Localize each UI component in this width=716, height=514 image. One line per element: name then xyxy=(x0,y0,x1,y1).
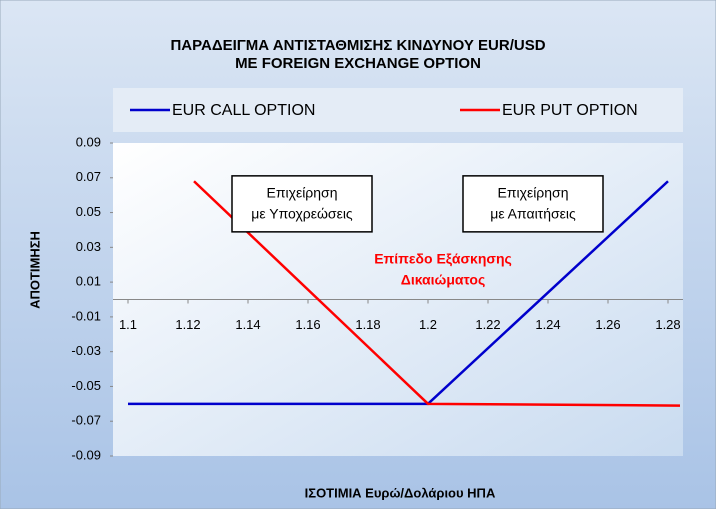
y-tick-label: -0.01 xyxy=(71,308,101,323)
x-tick-label: 1.12 xyxy=(175,317,200,332)
y-tick-label: 0.05 xyxy=(76,204,101,219)
annotation-text: με Απαιτήσεις xyxy=(490,206,576,222)
x-tick-label: 1.2 xyxy=(419,317,437,332)
annotation-text: με Υποχρεώσεις xyxy=(251,206,353,222)
x-tick-label: 1.26 xyxy=(595,317,620,332)
legend-label: EUR CALL OPTION xyxy=(172,102,315,119)
legend-label: EUR PUT OPTION xyxy=(502,102,638,119)
y-tick-label: -0.03 xyxy=(71,343,101,358)
x-tick-label: 1.18 xyxy=(355,317,380,332)
x-tick-label: 1.24 xyxy=(535,317,560,332)
y-tick-label: -0.05 xyxy=(71,378,101,393)
y-tick-label: 0.01 xyxy=(76,274,101,289)
annotation-text: Επιχείρηση xyxy=(498,185,569,201)
y-tick-label: 0.09 xyxy=(76,134,101,149)
x-tick-label: 1.16 xyxy=(295,317,320,332)
y-axis-label: ΑΠΟΤΙΜΗΣΗ xyxy=(27,231,42,309)
chart-title: ΜΕ FOREIGN EXCHANGE OPTION xyxy=(235,55,481,72)
y-tick-label: 0.07 xyxy=(76,169,101,184)
x-tick-label: 1.28 xyxy=(655,317,680,332)
chart-title: ΠΑΡΑΔΕΙΓΜΑ ΑΝΤΙΣΤΑΘΜΙΣΗΣ ΚΙΝΔΥΝΟΥ EUR/US… xyxy=(170,37,545,54)
y-tick-label: 0.03 xyxy=(76,239,101,254)
annotation-text: Επιχείρηση xyxy=(267,185,338,201)
annotation-box xyxy=(231,175,373,233)
x-tick-label: 1.14 xyxy=(235,317,260,332)
y-tick-label: -0.07 xyxy=(71,413,101,428)
annotation-text: Επίπεδο Εξάσκησης xyxy=(374,251,512,267)
annotation-text: Δικαιώματος xyxy=(401,272,485,288)
x-axis-label: ΙΣΟΤΙΜΙΑ Ευρώ/Δολάριου ΗΠΑ xyxy=(305,485,496,500)
y-tick-label: -0.09 xyxy=(71,447,101,462)
x-tick-label: 1.1 xyxy=(119,317,137,332)
annotation-box xyxy=(462,175,604,233)
line-series xyxy=(193,180,681,407)
legend-box xyxy=(113,88,683,132)
x-tick-label: 1.22 xyxy=(475,317,500,332)
